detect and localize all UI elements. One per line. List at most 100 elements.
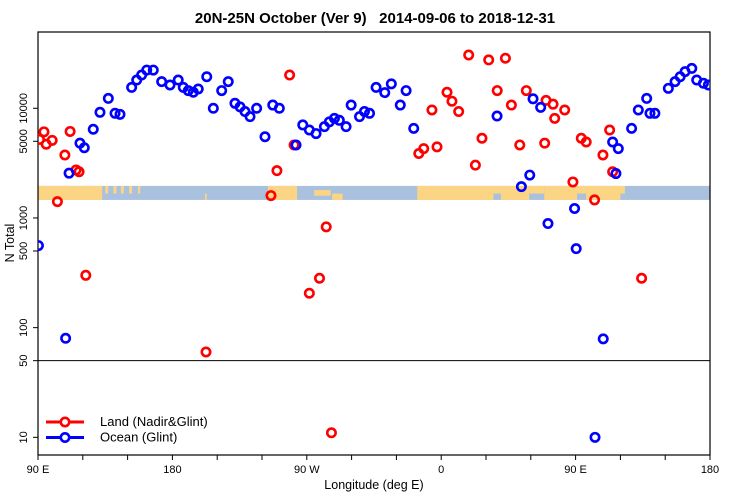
land-point <box>320 221 332 233</box>
x-tick-label: 0 <box>438 464 444 476</box>
ocean-point <box>607 136 619 148</box>
ocean-point <box>370 81 382 93</box>
land-point <box>539 137 551 149</box>
land-point <box>549 112 561 124</box>
ocean-point <box>222 76 234 88</box>
legend-marker-land-icon <box>59 416 71 428</box>
legend-item-ocean: Ocean (Glint) <box>46 430 177 445</box>
land-band-segment <box>493 185 501 194</box>
ocean-point <box>147 64 159 76</box>
ocean-point <box>192 83 204 95</box>
x-tick-label: 90 E <box>564 464 587 476</box>
ocean-point <box>60 332 72 344</box>
land-band-segment <box>38 185 103 200</box>
ocean-point <box>394 99 406 111</box>
land-point <box>520 85 532 97</box>
ocean-point <box>697 77 709 89</box>
ocean-point <box>273 102 285 114</box>
land-point <box>46 134 58 146</box>
land-point <box>597 149 609 161</box>
ocean-point <box>201 71 213 83</box>
ocean-point <box>662 82 674 94</box>
ocean-point <box>527 93 539 105</box>
ocean-point <box>78 142 90 154</box>
land-point <box>284 69 296 81</box>
ocean-point <box>141 64 153 76</box>
ocean-point <box>644 107 656 119</box>
land-point <box>265 190 277 202</box>
ocean-point <box>385 78 397 90</box>
ocean-point <box>569 202 581 214</box>
land-band-segment <box>120 185 124 194</box>
y-tick-label: 5000 <box>18 129 30 153</box>
land-point <box>441 86 453 98</box>
ocean-point <box>109 107 121 119</box>
land-point <box>476 132 488 144</box>
ocean-point <box>641 92 653 104</box>
land-point <box>567 176 579 188</box>
ocean-point <box>38 240 44 252</box>
land-point <box>38 126 50 138</box>
x-tick-label: 180 <box>163 464 181 476</box>
land-band-segment <box>544 185 578 200</box>
land-point <box>589 194 601 206</box>
ocean-point <box>87 123 99 135</box>
x-tick-label: 90 W <box>294 464 320 476</box>
ocean-point <box>570 243 582 255</box>
land-point <box>483 54 495 66</box>
land-point <box>80 269 92 281</box>
ocean-point <box>345 99 357 111</box>
land-point <box>514 139 526 151</box>
land-point <box>463 49 475 61</box>
land-band-segment <box>138 185 141 194</box>
legend: Land (Nadir&Glint) Ocean (Glint) <box>46 414 208 445</box>
land-point <box>59 149 71 161</box>
y-tick-label: 50 <box>18 355 30 367</box>
plot-frame <box>37 31 711 456</box>
land-band-segment <box>129 185 133 194</box>
land-band-segment <box>500 185 530 200</box>
x-tick-label: 180 <box>701 464 719 476</box>
ocean-point <box>702 79 710 91</box>
land-band-segment <box>620 185 625 194</box>
chart-title: 20N-25N October (Ver 9) 2014-09-06 to 20… <box>194 10 556 27</box>
ocean-point <box>626 122 638 134</box>
land-point <box>271 165 283 177</box>
ocean-point <box>126 81 138 93</box>
ocean-point <box>686 62 698 74</box>
y-axis-title: N Total <box>3 224 17 263</box>
land-point <box>418 143 430 155</box>
ocean-point <box>94 106 106 118</box>
ocean-point <box>597 333 609 345</box>
ocean-point <box>164 79 176 91</box>
ocean-point <box>297 119 309 131</box>
ocean-point <box>102 92 114 104</box>
ocean-point <box>333 114 345 126</box>
x-tick-label: 90 E <box>27 464 50 476</box>
ocean-point <box>379 87 391 99</box>
ocean-point <box>340 121 352 133</box>
ocean-point <box>216 85 228 97</box>
land-band-segment <box>332 193 343 200</box>
land-point <box>453 106 465 118</box>
ocean-point <box>364 107 376 119</box>
land-point <box>64 125 76 137</box>
land-band-segment <box>105 185 109 194</box>
land-point <box>200 346 212 358</box>
ocean-point <box>589 431 601 443</box>
land-point <box>73 166 85 178</box>
ocean-point <box>515 181 527 193</box>
ocean-point <box>251 102 263 114</box>
land-point <box>580 136 592 148</box>
ocean-point <box>310 128 322 140</box>
y-tick-label: 100 <box>18 318 30 336</box>
ocean-point <box>259 131 271 143</box>
land-ocean-band <box>38 185 710 200</box>
land-band-segment <box>417 185 494 200</box>
ocean-point <box>535 101 547 113</box>
ocean-point <box>182 85 194 97</box>
legend-label-ocean: Ocean (Glint) <box>100 430 177 445</box>
ocean-point <box>632 104 644 116</box>
ocean-point <box>408 122 420 134</box>
ocean-point <box>358 106 370 118</box>
